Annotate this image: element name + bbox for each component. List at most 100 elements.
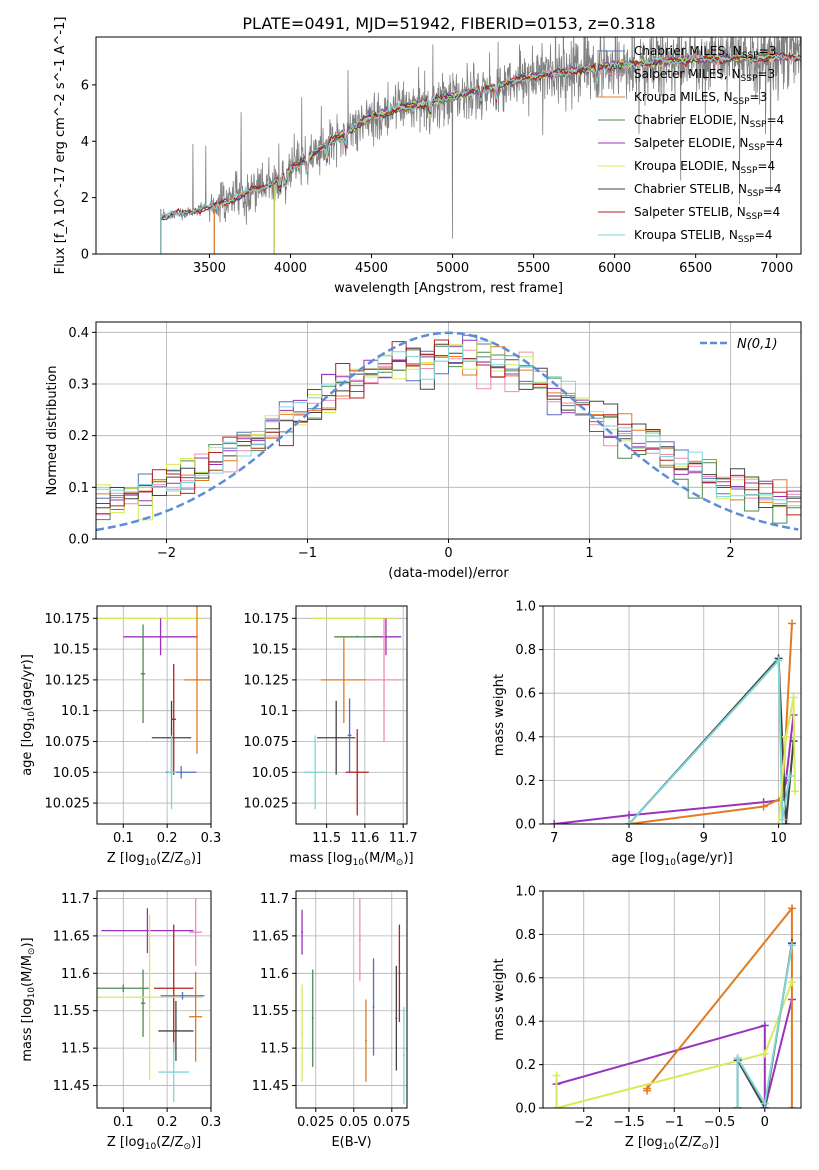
plus-marker [552,1071,561,1080]
plus-marker [625,811,633,820]
plot-area [552,904,796,1108]
figure-title: PLATE=0491, MJD=51942, FIBERID=0153, z=0… [242,14,655,33]
plus-marker [552,1104,561,1108]
x-tick-label: 0 [761,1115,769,1130]
y-tick-label: 10.175 [45,612,91,627]
y-tick-label: 10.175 [244,612,290,627]
x-tick-label: −1 [298,546,317,561]
y-tick-label: 10.05 [53,766,90,781]
y-tick-label: 10.1 [260,704,289,719]
axes-frame [95,36,802,255]
x-axis-label: mass [log10(M/M⊙)] [289,851,413,868]
data-point [122,987,125,990]
plus-marker [782,732,791,741]
model-line-chabrier-stelib [160,52,800,254]
x-tick-label: −1 [665,1115,684,1130]
x-tick-label: 0.075 [373,1115,410,1130]
ticks: 7 8 9 10 0.0 0.2 0.4 0.6 0.8 1.0 [515,600,801,846]
x-tick-label: 4500 [355,261,388,276]
x-tick-label: 5500 [517,261,550,276]
data-point [356,635,359,638]
y-tick-label: 11.7 [260,892,289,907]
mass-weight-line [736,945,793,1108]
y-tick-label: 0.0 [515,818,536,833]
legend-entry: Chabrier ELODIE, NSSP=4 [634,113,784,130]
plot-area [550,619,800,824]
x-tick-label: 0 [444,546,452,561]
y-tick-label: 10.125 [45,673,91,688]
x-tick-label: −1.5 [613,1115,645,1130]
axes-frame [295,605,408,825]
y-tick-label: 10.025 [244,797,290,812]
x-tick-label: 2 [726,546,734,561]
x-tick-label: 0.3 [201,831,222,846]
mass-weight-vs-z-panel: −2 −1.5 −1 −0.5 0 0.0 0.2 0.4 0.6 0.8 1.0 Z [log10(… [492,885,802,1152]
y-tick-label: 10.075 [45,735,91,750]
plus-marker [774,656,783,665]
x-tick-label: −2 [574,1115,593,1130]
plus-marker [760,1049,769,1058]
age-vs-mass-panel: 11.5 11.6 11.7 10.025 10.05 10.075 10.1 10.125 1… [244,605,418,868]
x-tick-label: 10 [770,831,787,846]
legend-entry: Salpeter ELODIE, NSSP=4 [634,136,783,153]
y-tick-label: 11.5 [260,1042,289,1057]
data-point [159,635,162,638]
x-axis-label: Z [log10(Z/Z⊙)] [107,851,201,868]
data-point [348,734,351,737]
axes-frame [95,321,802,540]
mass-weight-line [777,697,796,824]
gaussian-curve [96,331,799,532]
y-tick-label: 1.0 [515,885,536,900]
x-tick-label: 0.2 [157,1115,178,1130]
histogram-kroupa-stelib [96,345,801,507]
legend-entry: Kroupa ELODIE, NSSP=4 [634,159,775,176]
legend-entry: Salpeter MILES, NSSP=3 [634,67,775,84]
y-tick-label: 0.1 [68,481,89,496]
x-tick-label: 4000 [274,261,307,276]
y-axis-label: age [log10(age/yr)] [20,654,37,776]
plus-marker [782,820,791,824]
y-tick-label: 0.4 [515,730,536,745]
ticks: 0.025 0.05 0.075 11.45 11.5 11.55 11.6 11.65 11.… [252,891,410,1130]
plus-marker [787,941,796,950]
model-line-salpeter-stelib [160,51,800,254]
y-tick-label: 10.125 [244,673,290,688]
data-point [170,771,173,774]
x-axis-label: wavelength [Angstrom, rest frame] [334,281,563,296]
x-tick-label: −0.5 [704,1115,736,1130]
y-tick-label: 10.075 [244,735,290,750]
data-point [356,771,359,774]
legend-entry: Chabrier MILES, NSSP=3 [634,44,776,61]
y-tick-label: 0.0 [68,533,89,548]
y-tick-label: 11.55 [252,1004,289,1019]
mass-weight-line [628,623,793,824]
y-tick-label: 11.45 [53,1079,90,1094]
data-point [194,931,197,934]
x-tick-label: 7 [550,831,558,846]
mass-vs-ebv-panel: 0.025 0.05 0.075 11.45 11.5 11.55 11.6 11.65 11.… [252,890,410,1150]
legend-entry: Kroupa STELIB, NSSP=4 [634,228,772,245]
plus-marker [643,1084,652,1093]
plus-marker [787,1104,796,1108]
data-point [358,938,361,941]
x-tick-label: 11.5 [312,831,341,846]
spectrum-panel: 3500 4000 4500 5000 5500 6000 6500 7000 0 2 4 6 wave… [53,17,802,296]
plus-marker [550,820,559,824]
y-tick-label: 11.5 [61,1042,90,1057]
model-line-chabrier-elodie [273,50,801,254]
data-point [364,1039,367,1042]
y-tick-label: 11.6 [260,967,289,982]
legend-entry: Salpeter STELIB, NSSP=4 [634,205,780,222]
x-tick-label: −2 [157,546,176,561]
data-point [398,972,401,975]
y-tick-label: 0.2 [68,429,89,444]
data-point [148,617,151,620]
y-tick-label: 6 [81,78,89,93]
axes-frame [542,605,802,825]
plus-marker [787,904,796,913]
y-tick-label: 0.3 [68,378,89,393]
plot-area [301,898,405,1105]
data-point [172,1071,175,1074]
age-vs-z-panel: 0.1 0.2 0.3 10.025 10.05 10.075 10.1 10.125 10.1… [20,605,222,868]
x-tick-label: 1 [585,546,593,561]
